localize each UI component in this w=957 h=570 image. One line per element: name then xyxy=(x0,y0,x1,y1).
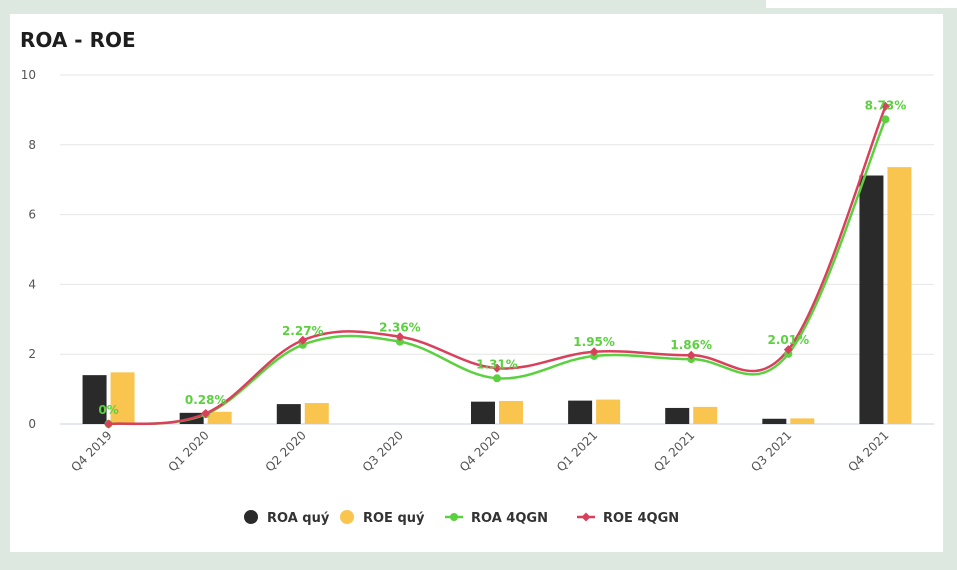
x-tick-label: Q3 2020 xyxy=(360,428,406,474)
chart-card: ROA - ROE 0 2 4 6 8 10 0% 0.28% 2.27% 2.36% 1.31%… xyxy=(10,14,943,552)
x-tick-label: Q3 2021 xyxy=(748,428,794,474)
chart-title: ROA - ROE xyxy=(20,28,136,52)
point-roe-4qgn xyxy=(298,335,308,345)
bar-roa-quy xyxy=(471,401,495,424)
x-tick-label: Q4 2020 xyxy=(457,428,503,474)
bar-roe-quy xyxy=(887,167,912,425)
bar-roe-quy xyxy=(596,399,621,424)
legend-roe-4qgn: ROE 4QGN xyxy=(577,511,679,526)
data-labels: 0% 0.28% 2.27% 2.36% 1.31% 1.95% 1.86% 2.01% 8.7… xyxy=(98,98,906,417)
bar-roe-quy xyxy=(304,403,329,424)
bar-roe-quy xyxy=(693,406,718,424)
data-label: 8.73% xyxy=(865,98,907,112)
data-label: 0.28% xyxy=(185,393,227,407)
data-label: 1.31% xyxy=(476,357,518,371)
point-roe-4qgn xyxy=(395,332,405,342)
y-tick-label: 8 xyxy=(28,138,36,152)
legend-swatch xyxy=(340,510,354,524)
y-tick-label: 10 xyxy=(21,68,36,82)
legend-roa-quy: ROA quý xyxy=(244,510,330,526)
point-roe-4qgn xyxy=(589,347,599,357)
y-tick-label: 2 xyxy=(28,347,36,361)
x-tick-label: Q1 2020 xyxy=(166,428,212,474)
point-roa-4qgn xyxy=(493,374,501,383)
legend-swatch xyxy=(244,510,258,524)
x-tick-label: Q4 2021 xyxy=(845,428,891,474)
bar-roa-quy xyxy=(762,418,787,424)
point-roa-4qgn xyxy=(395,337,404,346)
point-roe-4qgn xyxy=(104,419,114,429)
bar-roa-quy xyxy=(276,404,301,424)
legend-roe-quy: ROE quý xyxy=(340,510,425,526)
data-label: 1.86% xyxy=(670,338,712,352)
data-label: 2.36% xyxy=(379,321,421,335)
y-axis: 0 2 4 6 8 10 xyxy=(21,68,36,431)
roa-roe-chart: 0 2 4 6 8 10 0% 0.28% 2.27% 2.36% 1.31% 1.95% 1.86%… xyxy=(21,68,934,526)
data-label: 0% xyxy=(98,403,118,417)
bar-roe-quy xyxy=(207,411,232,424)
x-tick-label: Q2 2020 xyxy=(263,428,309,474)
y-tick-label: 4 xyxy=(28,277,36,291)
y-tick-label: 0 xyxy=(28,417,36,431)
x-axis: Q4 2019 Q1 2020 Q2 2020 Q3 2020 Q4 2020 Q1 20… xyxy=(68,428,891,474)
legend-swatch-marker xyxy=(581,512,591,522)
legend: ROA quý ROE quý ROA 4QGN ROE 4QGN xyxy=(244,510,679,526)
bar-roa-quy xyxy=(665,407,690,424)
x-tick-label: Q1 2021 xyxy=(554,428,600,474)
x-tick-label: Q4 2019 xyxy=(68,428,114,474)
point-roe-4qgn xyxy=(201,409,211,419)
bar-roe-quy xyxy=(499,400,523,424)
y-tick-label: 6 xyxy=(28,208,36,222)
grid-lines xyxy=(60,74,934,425)
bar-roa-quy xyxy=(568,400,593,424)
top-right-tab xyxy=(766,0,957,8)
point-roe-4qgn xyxy=(686,350,696,360)
data-label: 1.95% xyxy=(573,335,615,349)
legend-label: ROE quý xyxy=(363,511,425,526)
point-roa-4qgn xyxy=(298,340,307,349)
bar-roe-quy xyxy=(790,418,815,424)
legend-label: ROE 4QGN xyxy=(603,511,679,526)
point-roa-4qgn xyxy=(881,115,890,124)
legend-swatch-marker xyxy=(450,513,458,521)
bar-roa-quy xyxy=(859,175,884,424)
legend-label: ROA 4QGN xyxy=(471,511,548,526)
point-roe-4qgn xyxy=(880,101,890,111)
legend-label: ROA quý xyxy=(267,511,330,526)
series-points xyxy=(104,101,890,429)
point-roe-4qgn xyxy=(783,345,793,355)
bar-roe-quy xyxy=(110,372,135,424)
x-tick-label: Q2 2021 xyxy=(651,428,697,474)
bars xyxy=(82,167,912,425)
data-label: 2.01% xyxy=(768,333,810,347)
data-label: 2.27% xyxy=(282,324,324,338)
point-roe-4qgn xyxy=(492,363,502,373)
bar-roa-quy xyxy=(82,375,107,424)
legend-roa-4qgn: ROA 4QGN xyxy=(445,511,548,526)
